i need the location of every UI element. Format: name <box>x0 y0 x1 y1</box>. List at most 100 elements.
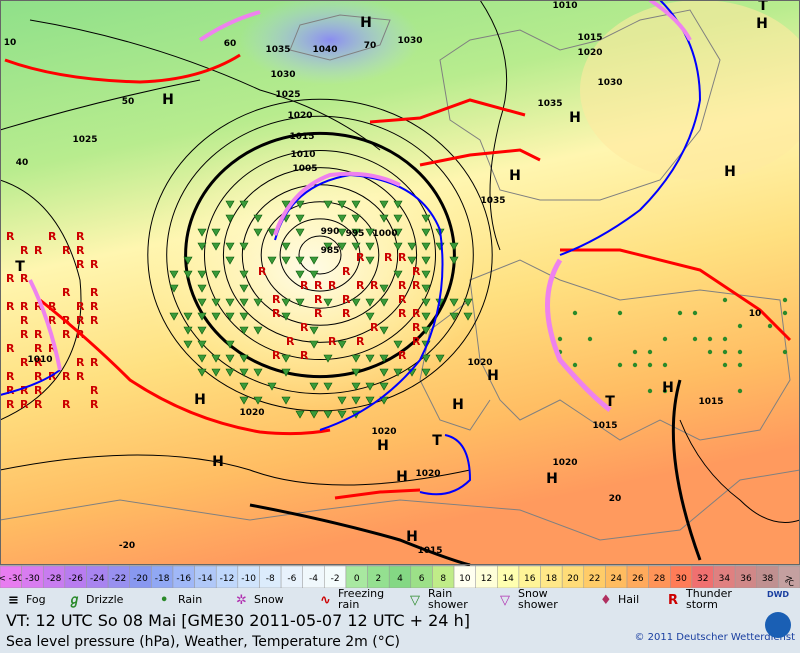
shower-symbol <box>379 298 389 307</box>
isobar-label: 1020 <box>371 427 396 437</box>
scale-label: 32 <box>697 574 708 584</box>
thunder-symbol: R <box>76 356 85 369</box>
shower-symbol <box>211 228 221 237</box>
scale-label: 30 <box>675 574 687 584</box>
pressure-center: H <box>509 168 521 184</box>
isobar-label: 1000 <box>372 229 397 239</box>
cold-front <box>559 0 702 256</box>
shower-symbol <box>365 256 375 265</box>
thunder-symbol: R <box>398 349 407 362</box>
shower-symbol <box>197 284 207 293</box>
rain-symbol <box>722 297 728 303</box>
scale-label: 20 <box>567 574 579 584</box>
thunder-symbol: R <box>76 258 85 271</box>
thunder-symbol: R <box>412 265 421 278</box>
rain-symbol <box>572 310 578 316</box>
shower-symbol <box>183 326 193 335</box>
isobar-label: 1035 <box>537 99 562 109</box>
isobar-label: 10 <box>4 38 17 48</box>
thunder-symbol: R <box>314 279 323 292</box>
thunder-symbol: R <box>76 370 85 383</box>
scale-label: 4 <box>397 574 403 584</box>
shower-symbol <box>449 242 459 251</box>
thunder-symbol: R <box>356 279 365 292</box>
shower-symbol <box>365 382 375 391</box>
isobar-label: 1020 <box>239 408 264 418</box>
shower-symbol <box>295 214 305 223</box>
rain-symbol <box>632 349 638 355</box>
thunder-symbol: R <box>300 279 309 292</box>
rain-symbol <box>587 336 593 342</box>
cold-area <box>240 0 420 85</box>
shower-symbol <box>337 340 347 349</box>
legend-symbol: ∿ <box>320 593 331 608</box>
shower-symbol <box>239 368 249 377</box>
shower-symbol <box>281 298 291 307</box>
shower-symbol <box>267 382 277 391</box>
thunder-symbol: R <box>20 244 29 257</box>
shower-symbol <box>169 284 179 293</box>
shower-symbol <box>295 200 305 209</box>
thunder-symbol: R <box>384 251 393 264</box>
isobar <box>166 115 474 395</box>
shower-symbol <box>365 298 375 307</box>
pressure-center: H <box>406 529 418 545</box>
isobar <box>0 179 82 421</box>
pressure-center: H <box>377 438 389 454</box>
thunder-symbol: R <box>76 314 85 327</box>
isobar-label: 40 <box>16 158 29 168</box>
shower-symbol <box>365 354 375 363</box>
shower-symbol <box>295 256 305 265</box>
pressure-center: T <box>432 433 442 449</box>
scale-label: -28 <box>47 574 62 584</box>
scale-label: 26 <box>632 574 644 584</box>
rain-symbol <box>737 349 743 355</box>
shower-symbol <box>421 214 431 223</box>
isobar <box>204 150 436 360</box>
shower-symbol <box>239 284 249 293</box>
pressure-center: H <box>212 454 224 470</box>
scale-label: 2 <box>376 574 382 584</box>
shower-symbol <box>421 298 431 307</box>
shower-symbol <box>393 368 403 377</box>
legend-symbol: R <box>668 593 678 608</box>
scale-label: 38 <box>762 574 774 584</box>
scale-label: -10 <box>241 574 256 584</box>
copyright: © 2011 Deutscher Wetterdienst <box>634 632 795 643</box>
scale-label: 28 <box>654 574 666 584</box>
shower-symbol <box>309 382 319 391</box>
shower-symbol <box>295 410 305 419</box>
rain-symbol <box>617 362 623 368</box>
shower-symbol <box>421 312 431 321</box>
warm-area <box>580 0 800 180</box>
isobar-label: 1020 <box>415 469 440 479</box>
shower-symbol <box>323 354 333 363</box>
cold-front <box>0 369 61 396</box>
shower-symbol <box>337 396 347 405</box>
shower-symbol <box>183 340 193 349</box>
thunder-symbol: R <box>6 398 15 411</box>
shower-symbol <box>211 242 221 251</box>
thunder-symbol: R <box>314 307 323 320</box>
shower-symbol <box>407 242 417 251</box>
shower-symbol <box>365 228 375 237</box>
isobar-label: 1025 <box>275 90 300 100</box>
shower-symbol <box>225 368 235 377</box>
thunder-symbol: R <box>412 307 421 320</box>
shower-symbol <box>379 382 389 391</box>
scale-label: 6 <box>419 574 425 584</box>
shower-symbol <box>211 298 221 307</box>
scale-label: -2 <box>331 574 340 584</box>
isobar-label: -20 <box>119 541 135 551</box>
scale-label: -30 <box>25 574 40 584</box>
thunder-symbol: R <box>34 370 43 383</box>
isobar-label: 20 <box>609 494 622 504</box>
warm-front <box>334 488 421 500</box>
shower-symbol <box>197 354 207 363</box>
rain-symbol <box>737 388 743 394</box>
thunder-symbol: R <box>34 384 43 397</box>
rain-symbol <box>617 310 623 316</box>
shower-symbol <box>281 312 291 321</box>
thunder-symbol: R <box>48 370 57 383</box>
thunder-symbol: R <box>6 384 15 397</box>
